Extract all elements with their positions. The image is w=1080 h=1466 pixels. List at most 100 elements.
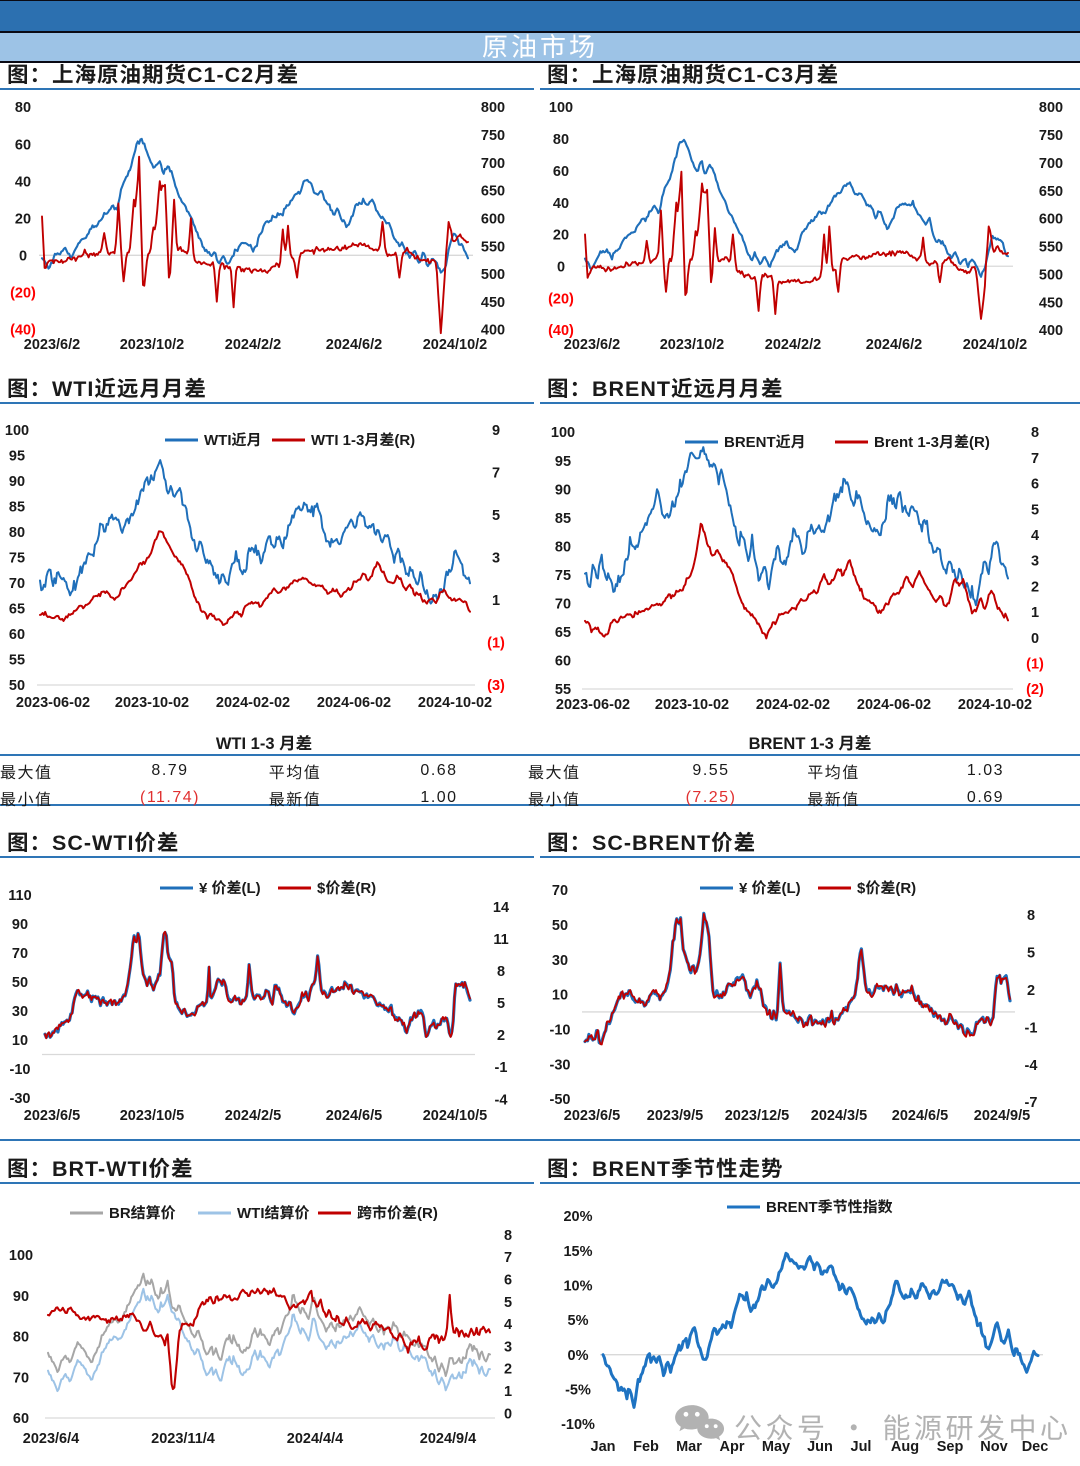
right-axis-tick: 11	[493, 932, 508, 948]
x-axis-label: 2024/3/5	[811, 1108, 867, 1124]
right-axis-tick: (2)	[1026, 682, 1044, 698]
x-axis-label: Jul	[851, 1439, 872, 1455]
left-axis-tick: 80	[15, 100, 31, 116]
x-axis-label: 2023-06-02	[556, 697, 630, 713]
legend-label: 跨市价差(R)	[357, 1205, 438, 1222]
stat-label: 最小值	[528, 791, 581, 809]
left-axis-tick: 80	[9, 525, 25, 541]
x-axis-label: 2024/10/2	[963, 337, 1028, 353]
left-axis-tick: 70	[552, 883, 568, 899]
right-axis-tick: 500	[481, 267, 505, 283]
left-axis-tick: 70	[13, 1370, 29, 1386]
left-axis-tick: 0%	[568, 1348, 589, 1364]
stat-label: 最大值	[0, 764, 53, 782]
series-cross-market-spread	[46, 1287, 492, 1391]
right-axis-tick: 7	[1031, 451, 1039, 467]
legend-label: BRENT季节性指数	[766, 1199, 893, 1216]
right-axis-tick: 600	[481, 211, 505, 227]
x-axis-label: Feb	[633, 1439, 659, 1455]
wechat-chat-bubbles-icon	[675, 1405, 725, 1441]
left-axis-tick: 85	[555, 511, 571, 527]
left-axis-tick: (20)	[548, 291, 574, 307]
right-axis-tick: 550	[1039, 240, 1063, 256]
chart-8: 20% 15% 10% 5% 0% -5% -10% Jan Feb Mar Apr May Jun Ju…	[561, 1199, 1048, 1455]
x-axis-label: 2024/6/5	[326, 1108, 382, 1124]
right-axis-tick: 700	[1039, 156, 1063, 172]
left-axis-tick: -10	[550, 1023, 571, 1039]
stats-table-brent: 最大值 9.55 平均值 1.03 最小值 (7.25) 最新值 0.69	[528, 756, 1080, 810]
right-axis-tick: 3	[1031, 554, 1039, 570]
left-axis-tick: 90	[13, 1289, 29, 1305]
series-wti-settlement	[47, 1287, 491, 1393]
stat-value: 8.79	[151, 761, 189, 779]
x-axis-label: 2024/2/2	[765, 337, 821, 353]
series-price-blue	[40, 137, 470, 274]
right-axis-tick: 400	[481, 323, 505, 339]
left-axis-tick: 95	[555, 454, 571, 470]
series-c1-c2-spread-red	[41, 155, 469, 335]
left-axis-tick: 60	[15, 137, 31, 153]
right-axis-tick: 0	[504, 1406, 512, 1422]
stats-table-title-wti: WTI 1-3 月差	[215, 735, 313, 753]
left-axis-tick: 20%	[563, 1209, 592, 1225]
table-row: 最大值 9.55 平均值 1.03	[528, 756, 1080, 783]
left-axis-tick: 100	[9, 1248, 33, 1264]
chart-5: 110 90 70 50 30 10 -10 -30 14 11 8 5 2 -1 -4 2023/6/5 20…	[8, 880, 509, 1124]
legend-label: ¥ 价差(L)	[199, 880, 261, 897]
right-axis-tick: -4	[495, 1092, 508, 1108]
x-axis-label: 2024-06-02	[857, 697, 931, 713]
chart-7: 100 90 80 70 60 8 7 6 5 4 3 2 1 0 2023/6/4 2023/11/4 202…	[9, 1205, 512, 1447]
watermark: 公众号 · 能源研发中心	[674, 1399, 1080, 1447]
legend-label: ¥ 价差(L)	[739, 880, 801, 897]
chart-title-sh-c1c2: 图：上海原油期货C1-C2月差	[0, 62, 534, 90]
section-title-band: 原油市场	[0, 33, 1080, 63]
left-axis-tick: 5%	[568, 1313, 589, 1329]
stat-value: 1.03	[966, 761, 1005, 779]
right-axis-tick: 450	[1039, 295, 1063, 311]
left-axis-tick: 55	[555, 682, 571, 698]
legend-label: $价差(R)	[317, 880, 376, 897]
left-axis-tick: 30	[12, 1004, 28, 1020]
stat-label: 最大值	[528, 764, 581, 782]
x-axis-label: 2023/12/5	[725, 1108, 790, 1124]
x-axis-label: Apr	[720, 1439, 745, 1455]
table-row: 最大值 8.79 平均值 0.68	[0, 756, 523, 783]
stat-value: 0.68	[420, 761, 458, 779]
watermark-text: 公众号 · 能源研发中心	[734, 1407, 1072, 1447]
right-axis-tick: 1	[504, 1384, 512, 1400]
right-axis-tick: 2	[1027, 983, 1035, 999]
right-axis-tick: 800	[1039, 100, 1063, 116]
x-axis-label: 2023-10-02	[655, 697, 729, 713]
left-axis-tick: 80	[553, 132, 569, 148]
right-axis-tick: 7	[492, 466, 500, 482]
left-axis-tick: 100	[5, 423, 29, 439]
left-axis-tick: 85	[9, 500, 25, 516]
right-axis-tick: 5	[497, 996, 505, 1012]
x-axis-label: 2024/9/5	[974, 1108, 1030, 1124]
right-axis-tick: 700	[481, 156, 505, 172]
series-brent-1-3-spread	[584, 522, 1009, 640]
table-row: 最小值 (11.74) 最新值 1.00	[0, 783, 523, 810]
x-axis-label: 2024/2/5	[225, 1108, 281, 1124]
chart-4: 100959085807570656055876543210(1)(2)2023…	[551, 425, 1044, 713]
legend-label: WTI 1-3月差(R)	[311, 432, 415, 449]
left-axis-tick: 0	[557, 259, 565, 275]
left-axis-tick: 95	[9, 449, 25, 465]
right-axis-tick: 1	[492, 593, 500, 609]
section-divider	[0, 1138, 1080, 1141]
left-axis-tick: 75	[9, 551, 25, 567]
right-axis-tick: 1	[1031, 605, 1039, 621]
chart-title-brt-wti: 图：BRT-WTI价差	[0, 1156, 534, 1184]
right-axis-tick: 5	[504, 1295, 512, 1311]
series-cny-spread	[43, 931, 472, 1039]
right-axis-tick: 7	[504, 1250, 512, 1266]
x-axis-label: 2023-10-02	[115, 695, 189, 711]
x-axis-label: 2024/6/2	[866, 337, 922, 353]
right-axis-tick: -1	[495, 1060, 508, 1076]
right-axis-tick: 8	[1027, 908, 1035, 924]
x-axis-label: 2024-10-02	[958, 697, 1032, 713]
stat-value: 1.00	[420, 788, 458, 806]
legend-label: $价差(R)	[857, 880, 916, 897]
chart-title-brent-spread: 图：BRENT近远月月差	[540, 376, 1080, 404]
right-axis-tick: 2	[504, 1362, 512, 1378]
